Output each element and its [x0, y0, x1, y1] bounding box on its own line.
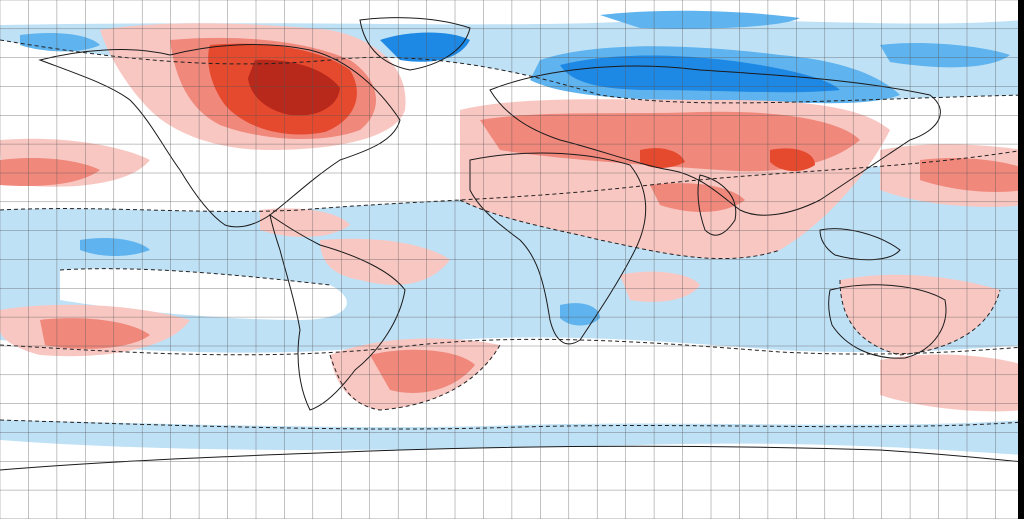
- dashed-contour-7: [59, 268, 331, 286]
- dashed-contour-3: [0, 39, 1024, 104]
- warm-medium-4: [40, 318, 150, 349]
- south-africa-cold: [560, 303, 600, 326]
- dashed-contours: [0, 39, 1024, 430]
- arctic-cold: [600, 10, 800, 29]
- asia-warm-strong-1: [640, 148, 685, 168]
- greenland-cold: [380, 32, 470, 62]
- dashed-contour-1: [0, 338, 1024, 356]
- europe-cold-strong: [560, 55, 840, 93]
- warm-light-2: [320, 238, 450, 285]
- warm-light-9: [620, 271, 700, 302]
- alaska-cold: [20, 33, 100, 52]
- warm-light-7: [840, 274, 1000, 355]
- dashed-contour-6: [839, 279, 1001, 356]
- warm-light-8: [880, 354, 1024, 412]
- coastline-3: [469, 152, 647, 345]
- coastline-7: [828, 284, 947, 359]
- warm-light-10: [260, 208, 350, 237]
- coastline-0: [38, 44, 401, 228]
- coastline-1: [269, 213, 406, 411]
- dashed-contour-2: [0, 419, 1024, 430]
- coastline-4: [489, 65, 941, 216]
- warm-medium-2: [0, 158, 100, 187]
- pacific-cold-patch: [80, 238, 150, 256]
- warm-medium-3: [370, 349, 475, 393]
- dashed-contour-0: [0, 149, 1024, 212]
- warm-medium-1: [480, 111, 860, 172]
- siberia-cold: [880, 43, 1010, 68]
- neutral-zone-3: [60, 268, 347, 320]
- na-warm-extreme: [248, 59, 340, 116]
- asia-warm-strong-2: [770, 148, 815, 172]
- warm-medium-5: [920, 157, 1024, 192]
- right-border: [1018, 0, 1024, 519]
- coastline-2: [359, 17, 471, 71]
